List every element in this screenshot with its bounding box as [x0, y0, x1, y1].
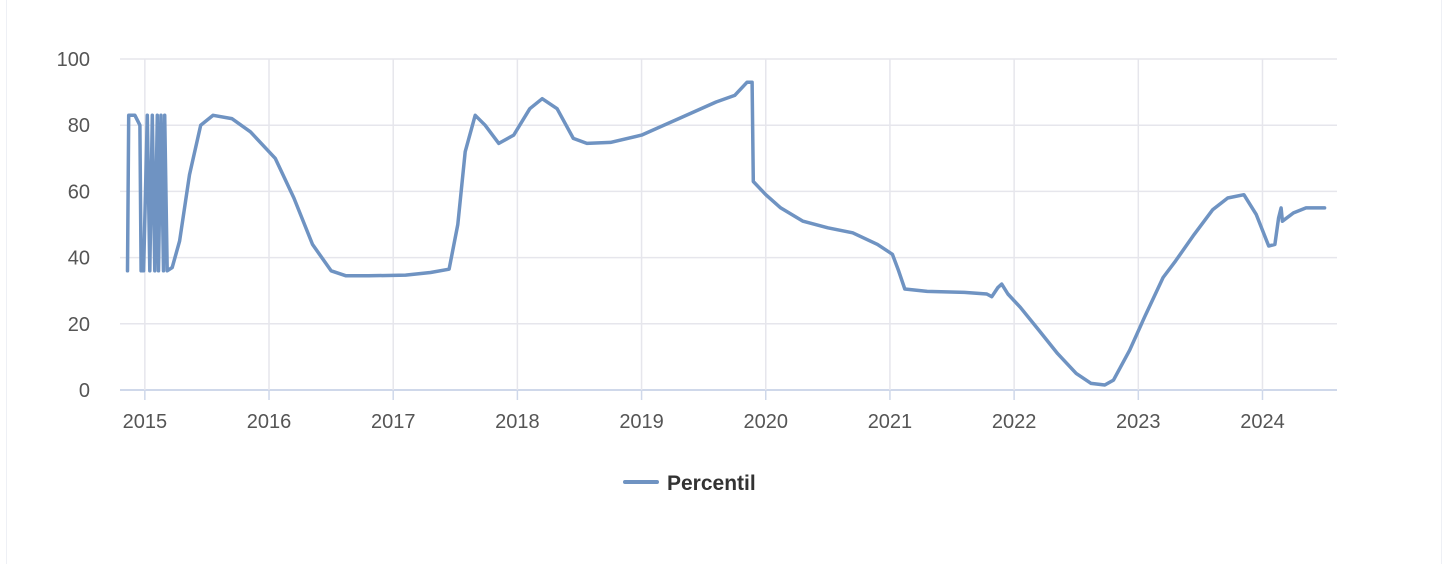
x-tick-label: 2024: [1240, 411, 1285, 433]
x-tick-label: 2017: [371, 411, 416, 433]
y-axis: 0 20 40 60 80 100: [57, 49, 90, 402]
y-tick-label: 20: [68, 314, 90, 336]
y-tick-label: 80: [68, 115, 90, 137]
y-tick-label: 40: [68, 248, 90, 270]
x-tick-label: 2018: [495, 411, 540, 433]
x-tick-label: 2015: [123, 411, 168, 433]
x-tick-label: 2016: [247, 411, 292, 433]
x-axis: 2015 2016 2017 2018 2019 2020 2021 2022 2023 2024: [123, 411, 1285, 433]
grid: [120, 58, 1337, 400]
y-tick-label: 60: [68, 181, 90, 203]
legend-label: Percentil: [667, 472, 756, 495]
x-tick-label: 2020: [744, 411, 789, 433]
x-tick-label: 2019: [619, 411, 664, 433]
y-tick-label: 100: [57, 49, 90, 71]
x-tick-label: 2022: [992, 411, 1037, 433]
series-line-percentil: [125, 80, 1327, 387]
chart-frame: [6, 0, 1442, 564]
legend[interactable]: Percentil: [623, 472, 756, 495]
series-layer: [125, 80, 1327, 387]
x-tick-label: 2021: [868, 411, 913, 433]
y-tick-label: 0: [79, 380, 90, 402]
x-tick-label: 2023: [1116, 411, 1161, 433]
